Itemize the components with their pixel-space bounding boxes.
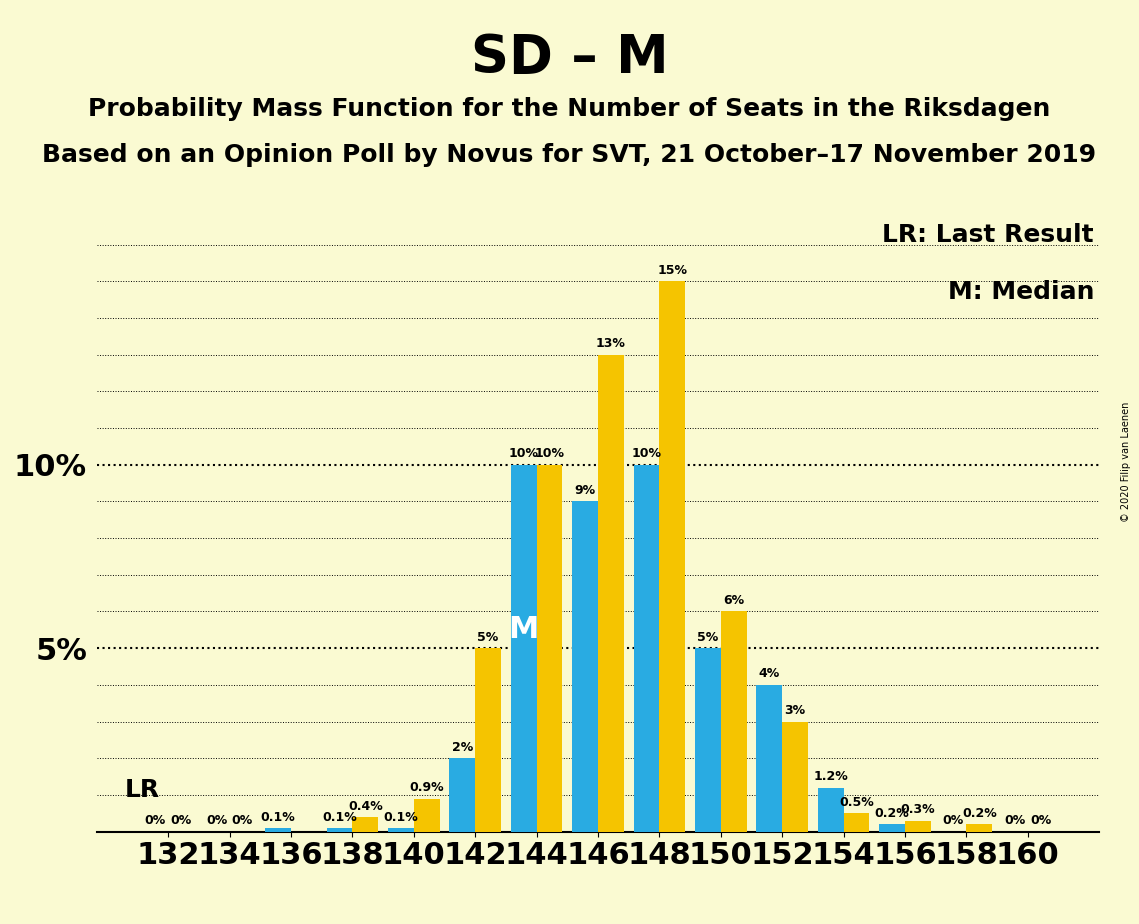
Bar xyxy=(450,759,475,832)
Bar xyxy=(327,828,352,832)
Text: LR: LR xyxy=(125,778,161,802)
Text: 0.1%: 0.1% xyxy=(322,810,357,823)
Bar xyxy=(413,798,440,832)
Text: 0%: 0% xyxy=(171,814,191,827)
Text: 0.3%: 0.3% xyxy=(901,803,935,816)
Text: 0.2%: 0.2% xyxy=(962,807,997,820)
Text: 4%: 4% xyxy=(759,667,780,680)
Text: 2%: 2% xyxy=(452,741,473,754)
Text: 0.9%: 0.9% xyxy=(409,781,444,795)
Text: 0%: 0% xyxy=(206,814,228,827)
Bar xyxy=(265,828,290,832)
Text: 0%: 0% xyxy=(943,814,964,827)
Bar xyxy=(633,465,659,832)
Bar xyxy=(352,817,378,832)
Bar xyxy=(659,281,686,832)
Text: 0.1%: 0.1% xyxy=(384,810,418,823)
Text: 0.5%: 0.5% xyxy=(839,796,874,808)
Text: 10%: 10% xyxy=(509,447,539,460)
Text: © 2020 Filip van Laenen: © 2020 Filip van Laenen xyxy=(1121,402,1131,522)
Bar xyxy=(572,502,598,832)
Bar xyxy=(598,355,624,832)
Bar xyxy=(721,612,746,832)
Text: 10%: 10% xyxy=(631,447,662,460)
Text: 9%: 9% xyxy=(574,484,596,497)
Text: 5%: 5% xyxy=(697,631,719,644)
Text: SD – M: SD – M xyxy=(470,32,669,84)
Text: 0%: 0% xyxy=(1005,814,1025,827)
Text: 0%: 0% xyxy=(232,814,253,827)
Text: 0%: 0% xyxy=(1030,814,1051,827)
Text: 1.2%: 1.2% xyxy=(813,771,849,784)
Bar xyxy=(879,824,906,832)
Text: 5%: 5% xyxy=(477,631,499,644)
Text: 13%: 13% xyxy=(596,337,625,350)
Text: 10%: 10% xyxy=(534,447,565,460)
Bar xyxy=(475,648,501,832)
Bar xyxy=(818,787,844,832)
Bar xyxy=(844,813,869,832)
Bar xyxy=(695,648,721,832)
Bar xyxy=(536,465,563,832)
Text: 0.2%: 0.2% xyxy=(875,807,909,820)
Text: 0.4%: 0.4% xyxy=(347,799,383,812)
Text: M: M xyxy=(508,615,539,644)
Text: 15%: 15% xyxy=(657,264,687,277)
Text: Based on an Opinion Poll by Novus for SVT, 21 October–17 November 2019: Based on an Opinion Poll by Novus for SV… xyxy=(42,143,1097,167)
Bar xyxy=(388,828,413,832)
Text: 0.1%: 0.1% xyxy=(261,810,295,823)
Text: 3%: 3% xyxy=(785,704,805,717)
Bar xyxy=(510,465,536,832)
Text: LR: Last Result: LR: Last Result xyxy=(883,224,1095,248)
Bar xyxy=(906,821,931,832)
Text: 6%: 6% xyxy=(723,594,744,607)
Bar xyxy=(782,722,808,832)
Text: M: Median: M: Median xyxy=(948,280,1095,304)
Text: 0%: 0% xyxy=(145,814,166,827)
Bar xyxy=(756,685,782,832)
Text: Probability Mass Function for the Number of Seats in the Riksdagen: Probability Mass Function for the Number… xyxy=(89,97,1050,121)
Bar xyxy=(966,824,992,832)
